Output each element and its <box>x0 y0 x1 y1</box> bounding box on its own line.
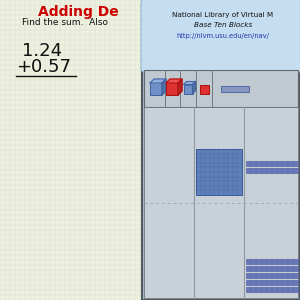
Polygon shape <box>184 82 196 85</box>
Polygon shape <box>150 79 166 83</box>
Bar <box>246 168 298 173</box>
Bar <box>221 86 249 92</box>
Bar <box>184 85 193 94</box>
Text: Adding De: Adding De <box>38 5 118 19</box>
Bar <box>144 70 298 107</box>
Bar <box>150 83 162 95</box>
Bar <box>144 107 298 298</box>
Text: http://nlvm.usu.edu/en/nav/: http://nlvm.usu.edu/en/nav/ <box>177 33 269 39</box>
Bar <box>196 149 242 195</box>
Bar <box>166 83 178 95</box>
Bar <box>200 85 208 94</box>
Polygon shape <box>162 79 166 95</box>
Polygon shape <box>166 79 182 83</box>
Polygon shape <box>178 79 182 95</box>
Text: Base Ten Blocks: Base Ten Blocks <box>194 22 252 28</box>
Text: Find the sum.  Also: Find the sum. Also <box>22 18 108 27</box>
Text: +0.57: +0.57 <box>16 58 71 76</box>
Text: National Library of Virtual M: National Library of Virtual M <box>172 12 274 18</box>
Bar <box>246 280 298 285</box>
Bar <box>246 287 298 292</box>
Bar <box>246 161 298 166</box>
FancyBboxPatch shape <box>141 0 300 72</box>
Bar <box>246 273 298 278</box>
Bar <box>246 266 298 271</box>
Bar <box>246 259 298 264</box>
Text: 1.24: 1.24 <box>22 42 62 60</box>
Polygon shape <box>193 82 196 94</box>
Bar <box>142 70 300 300</box>
